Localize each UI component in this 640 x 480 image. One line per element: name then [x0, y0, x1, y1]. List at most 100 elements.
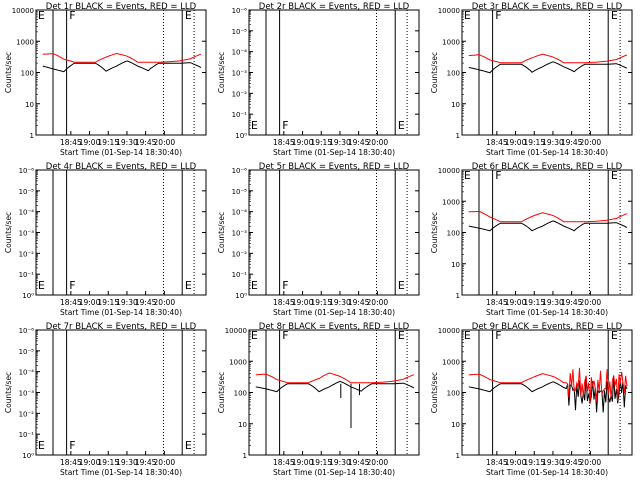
x-tick-label: 20:00 — [367, 298, 389, 307]
y-tick-label: 100 — [447, 230, 460, 238]
x-tick-label: 18:45 — [273, 138, 295, 147]
y-tick-label: 10 — [451, 421, 460, 429]
x-tick-label: 18:45 — [486, 298, 508, 307]
y-tick-label: 10000 — [438, 7, 460, 15]
panel-det-7: Det 7r BLACK = Events, RED = LLD 10⁰ 10⁻¹ 1… — [4, 322, 207, 477]
series-line-events — [468, 375, 628, 413]
y-tick-label: 10⁰ — [22, 292, 34, 300]
marker-label: E — [464, 9, 471, 22]
y-tick-label: 10⁻² — [232, 90, 248, 98]
y-tick-label: 10⁻⁴ — [232, 49, 248, 57]
x-tick-label: 19:45 — [561, 138, 583, 147]
x-axis-label: Start Time (01-Sep-14 18:30:40) — [60, 308, 182, 317]
y-tick-label: 1 — [456, 452, 460, 460]
series-line-events — [255, 380, 415, 393]
marker-label: E — [38, 9, 45, 22]
marker-label: E — [38, 279, 45, 292]
marker-label: E — [185, 9, 192, 22]
x-tick-label: 19:15 — [310, 298, 332, 307]
x-tick-label: 19:15 — [97, 298, 119, 307]
x-axis-label: Start Time (01-Sep-14 18:30:40) — [60, 148, 182, 157]
y-tick-label: 10 — [238, 421, 247, 429]
x-tick-label: 19:00 — [505, 458, 527, 467]
y-axis-label: Counts/sec — [4, 372, 13, 413]
x-tick-label: 19:15 — [97, 138, 119, 147]
y-tick-label: 100 — [447, 70, 460, 78]
x-tick-label: 19:15 — [310, 458, 332, 467]
x-tick-label: 19:30 — [542, 458, 564, 467]
marker-label: F — [69, 279, 75, 292]
marker-label: E — [398, 279, 405, 292]
plot-frame — [461, 169, 633, 296]
y-tick-label: 10⁻⁴ — [232, 209, 248, 217]
marker-label: E — [251, 119, 258, 132]
marker-label: E — [185, 439, 192, 452]
marker-label: E — [38, 439, 45, 452]
marker-label: E — [464, 329, 471, 342]
x-tick-label: 19:45 — [348, 298, 370, 307]
marker-label: E — [464, 169, 471, 182]
x-tick-label: 19:00 — [79, 138, 101, 147]
panel-title: Det 8r BLACK = Events, RED = LLD — [259, 322, 410, 332]
y-tick-label: 10 — [451, 101, 460, 109]
x-tick-label: 19:30 — [329, 458, 351, 467]
x-tick-label: 19:30 — [329, 138, 351, 147]
marker-label: F — [495, 329, 501, 342]
series-line-lld — [468, 210, 628, 223]
x-tick-label: 19:30 — [542, 138, 564, 147]
y-tick-label: 10⁻⁶ — [19, 167, 35, 175]
series-line-events — [42, 60, 202, 73]
x-tick-label: 20:00 — [154, 458, 176, 467]
marker-label: F — [495, 169, 501, 182]
marker-label: E — [611, 9, 618, 22]
y-tick-label: 10000 — [438, 327, 460, 335]
y-tick-label: 10000 — [438, 167, 460, 175]
x-tick-label: 18:45 — [60, 138, 82, 147]
y-tick-label: 10⁻¹ — [232, 271, 248, 279]
y-tick-label: 1000 — [16, 38, 34, 46]
panel-det-5: Det 5r BLACK = Events, RED = LLD 10⁰ 10⁻¹ 1… — [217, 162, 420, 317]
panel-title: Det 9r BLACK = Events, RED = LLD — [472, 322, 623, 332]
marker-label: F — [69, 9, 75, 22]
y-tick-label: 10⁻³ — [19, 390, 35, 398]
y-tick-label: 10⁻³ — [19, 230, 35, 238]
panel-det-3: Det 3r BLACK = Events, RED = LLD 1 10 100 10… — [430, 2, 633, 157]
x-tick-label: 18:45 — [273, 458, 295, 467]
y-axis-label: Counts/sec — [217, 212, 226, 253]
y-tick-label: 10⁻² — [232, 250, 248, 258]
x-tick-label: 19:00 — [505, 298, 527, 307]
x-tick-label: 19:30 — [329, 298, 351, 307]
x-tick-label: 18:45 — [60, 298, 82, 307]
x-tick-label: 18:45 — [486, 138, 508, 147]
y-tick-label: 1 — [456, 292, 460, 300]
y-tick-label: 10000 — [225, 327, 247, 335]
x-tick-label: 19:30 — [542, 298, 564, 307]
x-tick-label: 20:00 — [580, 298, 602, 307]
y-tick-label: 10⁻¹ — [232, 111, 248, 119]
y-tick-label: 10⁻⁵ — [232, 188, 248, 196]
plot-frame — [248, 9, 420, 136]
x-axis-label: Start Time (01-Sep-14 18:30:40) — [486, 148, 608, 157]
y-tick-label: 1000 — [442, 38, 460, 46]
y-tick-label: 10 — [451, 261, 460, 269]
panel-title: Det 1r BLACK = Events, RED = LLD — [46, 2, 197, 12]
x-tick-label: 19:15 — [310, 138, 332, 147]
x-tick-label: 19:45 — [561, 458, 583, 467]
x-tick-label: 20:00 — [580, 458, 602, 467]
y-tick-label: 1000 — [442, 198, 460, 206]
y-tick-label: 100 — [234, 390, 247, 398]
series-line-lld — [42, 52, 202, 63]
series-line-events — [468, 220, 628, 232]
marker-label: E — [611, 169, 618, 182]
marker-label: F — [282, 329, 288, 342]
x-axis-label: Start Time (01-Sep-14 18:30:40) — [60, 468, 182, 477]
x-tick-label: 19:15 — [523, 138, 545, 147]
marker-label: F — [282, 279, 288, 292]
y-tick-label: 10⁻⁵ — [19, 188, 35, 196]
x-tick-label: 18:45 — [486, 458, 508, 467]
y-axis-label: Counts/sec — [217, 52, 226, 93]
x-tick-label: 19:00 — [292, 298, 314, 307]
x-axis-label: Start Time (01-Sep-14 18:30:40) — [273, 308, 395, 317]
x-tick-label: 19:15 — [523, 298, 545, 307]
panel-det-6: Det 6r BLACK = Events, RED = LLD 1 10 100 10… — [430, 162, 633, 317]
